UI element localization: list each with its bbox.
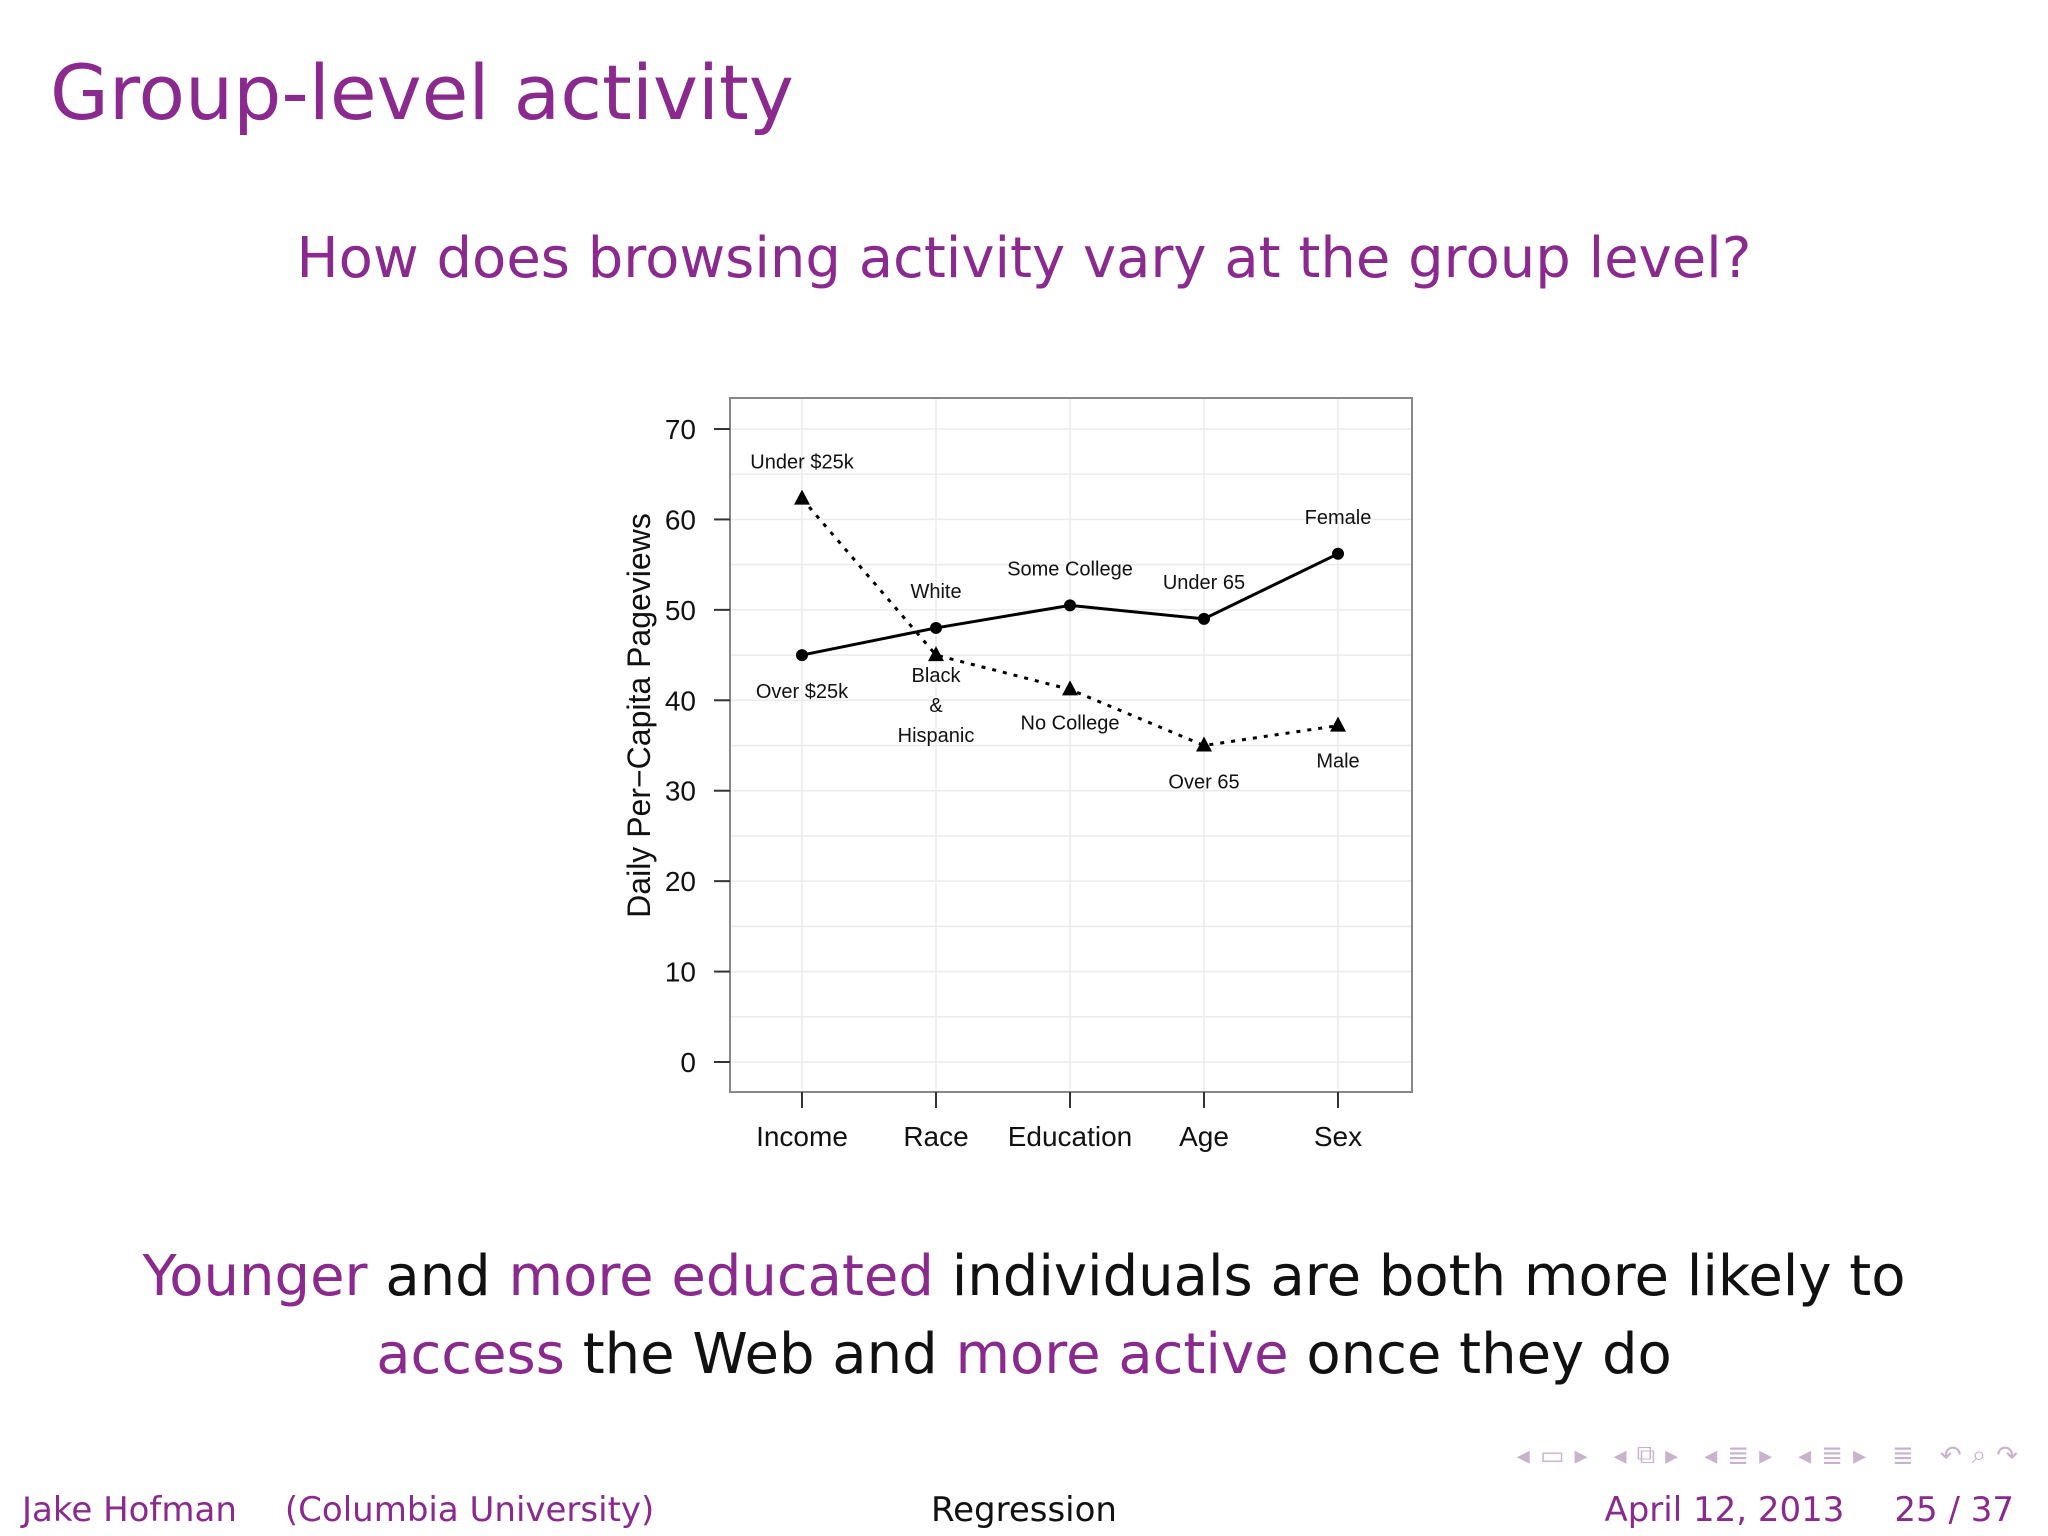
conclusion-phrase: once they do (1288, 1322, 1672, 1387)
y-tick-label: 70 (665, 414, 696, 445)
y-axis-label: Daily Per−Capita Pageviews (621, 513, 657, 918)
highlighted-phrase: access (376, 1322, 565, 1387)
subsection-icon[interactable]: ⧉ (1636, 1440, 1656, 1470)
nav-left-arrow-icon[interactable]: ◂ (1516, 1440, 1530, 1471)
data-point-circle (796, 649, 808, 662)
point-label: Over 65 (1168, 772, 1239, 794)
data-point-triangle (794, 489, 810, 505)
nav-document-group[interactable]: ◂ ≣ ▸ (1798, 1441, 1866, 1471)
pageviews-chart: 0 10 20 30 40 50 60 70 Income Race Education Age Sex… (621, 397, 1413, 1152)
document-icon[interactable]: ≣ (1821, 1440, 1843, 1471)
footer-affiliation: (Columbia University) (284, 1490, 655, 1530)
nav-right-arrow-icon[interactable]: ▸ (1665, 1440, 1679, 1471)
slide-footer: Jake Hofman (Columbia University) Regress… (0, 1488, 2048, 1536)
back-icon[interactable]: ↶ (1939, 1440, 1962, 1471)
nav-right-arrow-icon[interactable]: ▸ (1852, 1440, 1867, 1471)
data-point-circle (1198, 612, 1210, 625)
y-tick-label: 30 (665, 776, 696, 807)
x-tick-label: Education (1008, 1121, 1133, 1152)
conclusion-phrase: and (367, 1244, 509, 1309)
point-label: Under $25k (750, 452, 854, 474)
nav-subsection-group[interactable]: ◂ ⧉ ▸ (1614, 1440, 1679, 1471)
slide-question: How does browsing activity vary at the g… (296, 226, 1752, 291)
footer-topic: Regression (931, 1490, 1117, 1530)
highlighted-phrase: Younger (142, 1244, 368, 1309)
point-label: Male (1316, 751, 1359, 773)
conclusion-line-1: Younger and more educated individuals ar… (0, 1238, 2048, 1316)
point-label: Some College (1007, 558, 1133, 580)
x-tick-label: Income (756, 1121, 848, 1152)
section-icon[interactable]: ≣ (1727, 1440, 1750, 1471)
nav-tools-group[interactable]: ↶ ⌕ ↷ (1940, 1440, 2018, 1471)
y-tick-label: 50 (665, 595, 696, 626)
nav-section-group[interactable]: ◂ ≣ ▸ (1704, 1441, 1772, 1471)
data-point-circle (1064, 599, 1076, 612)
x-tick-label: Race (903, 1121, 968, 1152)
footer-author: Jake Hofman (22, 1490, 237, 1530)
nav-right-arrow-icon[interactable]: ▸ (1574, 1440, 1588, 1471)
conclusion-phrase: the Web and (564, 1322, 956, 1387)
y-tick-label: 10 (665, 957, 696, 988)
beamer-navigation: ◂ ▭ ▸ ◂ ⧉ ▸ ◂ ≣ ▸ ◂ ≣ ▸ ≣ ↶ ⌕ ↷ (1517, 1440, 2018, 1471)
nav-left-arrow-icon[interactable]: ◂ (1613, 1440, 1627, 1471)
footer-date: April 12, 2013 (1604, 1490, 1845, 1530)
highlighted-phrase: more educated (508, 1244, 934, 1309)
x-tick-label: Sex (1314, 1121, 1362, 1152)
highlighted-phrase: more active (955, 1322, 1289, 1387)
footer-page-number: 25 / 37 (1894, 1490, 2014, 1530)
nav-frame-group[interactable]: ◂ ▭ ▸ (1517, 1441, 1588, 1471)
y-tick-label: 20 (665, 866, 696, 897)
nav-left-arrow-icon[interactable]: ◂ (1704, 1440, 1718, 1471)
point-label: White (910, 581, 961, 603)
data-point-circle (930, 621, 942, 634)
nav-right-arrow-icon[interactable]: ▸ (1759, 1440, 1773, 1471)
slide-title: Group-level activity (50, 48, 794, 137)
data-point-triangle (1330, 716, 1346, 732)
conclusion-line-2: access the Web and more active once they… (0, 1316, 2048, 1394)
point-label: Hispanic (898, 725, 975, 747)
y-tick-label: 40 (665, 685, 696, 716)
data-point-triangle (1196, 736, 1212, 752)
point-label: No College (1021, 712, 1120, 734)
y-tick-label: 60 (665, 504, 696, 535)
data-point-triangle (1062, 680, 1078, 696)
y-tick-label: 0 (680, 1047, 696, 1078)
conclusion-phrase: individuals are both more likely to (933, 1244, 1906, 1309)
point-label: Black (912, 665, 962, 687)
outline-icon[interactable]: ≣ (1892, 1440, 1914, 1471)
frame-icon[interactable]: ▭ (1539, 1440, 1565, 1471)
search-icon[interactable]: ⌕ (1971, 1440, 1987, 1470)
point-label: Under 65 (1163, 572, 1245, 594)
nav-left-arrow-icon[interactable]: ◂ (1798, 1440, 1812, 1471)
x-tick-label: Age (1179, 1121, 1229, 1152)
point-label: Over $25k (756, 681, 849, 703)
forward-icon[interactable]: ↷ (1996, 1440, 2018, 1471)
data-point-triangle (928, 646, 944, 662)
point-label: & (929, 695, 943, 717)
conclusion-text: Younger and more educated individuals ar… (0, 1238, 2048, 1394)
data-point-circle (1332, 547, 1344, 560)
point-label: Female (1305, 507, 1372, 529)
